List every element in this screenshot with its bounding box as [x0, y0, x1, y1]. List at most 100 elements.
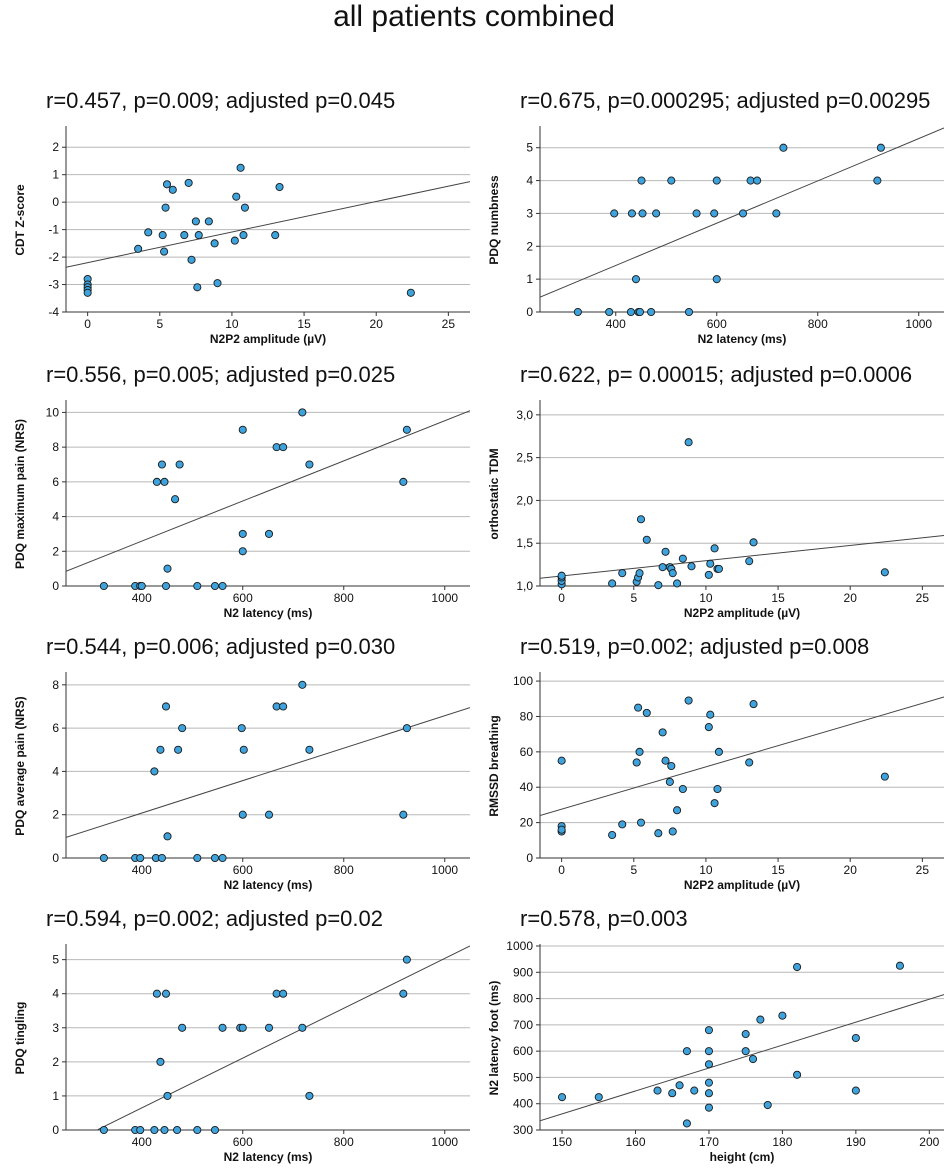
data-point [647, 307, 656, 317]
y-tick-label: 0 [52, 195, 59, 209]
data-point [174, 745, 183, 754]
data-point [238, 1023, 247, 1032]
data-point [175, 460, 184, 469]
data-point [402, 724, 411, 733]
y-tick-label: 0 [52, 851, 59, 865]
data-point [658, 563, 667, 572]
data-point [279, 702, 288, 711]
x-tick-label: 10 [699, 591, 713, 605]
data-point [557, 1093, 567, 1102]
y-tick-label: 20 [520, 816, 534, 830]
data-point [298, 408, 307, 417]
regression-line [66, 181, 470, 268]
data-point [161, 989, 171, 998]
x-tick-label: 10 [225, 317, 239, 331]
y-tick-label: 800 [513, 992, 533, 1006]
x-tick-label: 150 [552, 1135, 572, 1149]
data-point [152, 989, 161, 998]
data-point [163, 564, 172, 573]
data-point [264, 810, 274, 819]
y-tick-label: 0 [526, 851, 533, 865]
data-point [652, 209, 661, 218]
data-point [668, 569, 677, 578]
data-point [137, 581, 146, 591]
data-point [275, 182, 284, 192]
data-point [240, 203, 249, 212]
data-point [749, 538, 758, 547]
y-axis-label: orthostatic TDM [487, 448, 501, 539]
data-point [264, 529, 274, 538]
x-tick-label: 400 [132, 863, 152, 877]
data-point [171, 495, 180, 504]
chart-title: r=0.578, p=0.003 [520, 906, 688, 931]
data-point [399, 810, 408, 819]
x-tick-label: 25 [442, 317, 456, 331]
data-point [406, 288, 415, 297]
data-point [158, 231, 167, 240]
data-point [239, 231, 248, 240]
data-point [161, 203, 170, 212]
y-axis-label: PDQ maximum pain (NRS) [13, 419, 27, 569]
x-tick-label: 15 [771, 591, 785, 605]
data-point [634, 703, 643, 712]
data-point [673, 579, 682, 588]
data-point [704, 1078, 713, 1087]
y-tick-label: 500 [513, 1070, 533, 1084]
x-tick-label: 10 [699, 863, 713, 877]
x-axis-label: N2P2 amplitude (µV) [684, 606, 800, 620]
x-tick-label: 20 [844, 863, 858, 877]
data-point [763, 1100, 772, 1110]
data-point [635, 307, 645, 317]
data-point [779, 143, 788, 152]
data-point [210, 581, 220, 591]
data-point [704, 1089, 713, 1098]
data-point [191, 217, 200, 226]
y-tick-label: -2 [48, 250, 59, 264]
x-tick-label: 190 [846, 1135, 866, 1149]
y-tick-label: 400 [513, 1097, 533, 1111]
data-point [218, 1023, 227, 1032]
data-point [608, 579, 617, 588]
data-point [399, 477, 408, 486]
x-tick-label: 1000 [431, 591, 458, 605]
y-tick-label: 2 [526, 239, 533, 253]
x-tick-label: 20 [844, 591, 858, 605]
data-point [193, 853, 202, 863]
x-tick-label: 15 [771, 863, 785, 877]
data-point [210, 853, 220, 863]
data-point [402, 425, 411, 434]
y-tick-label: 8 [52, 678, 59, 692]
data-point [99, 1125, 108, 1135]
data-point [163, 1091, 172, 1100]
x-axis-label: N2 latency (ms) [224, 1150, 313, 1164]
y-axis-label: RMSSD breathing [487, 715, 501, 816]
x-tick-label: 800 [334, 1135, 354, 1149]
data-point [653, 1086, 662, 1095]
data-point [618, 569, 627, 578]
data-point [637, 176, 646, 185]
x-tick-label: 600 [233, 591, 253, 605]
data-point [642, 535, 651, 544]
x-tick-label: 400 [132, 1135, 152, 1149]
data-point [210, 239, 219, 248]
y-tick-label: 1,5 [516, 536, 533, 550]
data-point [152, 477, 161, 486]
data-point [305, 460, 314, 469]
data-point [399, 989, 408, 998]
data-point [678, 784, 687, 794]
data-point [642, 708, 651, 717]
data-point [706, 559, 715, 568]
x-tick-label: 160 [625, 1135, 645, 1149]
data-point [264, 1023, 274, 1032]
regression-line [540, 696, 944, 817]
data-point [238, 547, 247, 556]
y-tick-label: 1 [52, 1089, 59, 1103]
y-axis-label: N2 latency foot (ms) [487, 981, 501, 1096]
y-tick-label: 2 [52, 140, 59, 154]
data-point [83, 288, 92, 297]
scatter-plot: r=0.544, p=0.006; adjusted p=0.030 0 2 4 6 8 4… [13, 634, 470, 892]
data-point [594, 1093, 603, 1102]
panel-orthostatic-tdm: r=0.622, p= 0.00015; adjusted p=0.0006 1,… [474, 352, 948, 622]
y-tick-label: -3 [48, 278, 59, 292]
data-point [230, 236, 239, 245]
